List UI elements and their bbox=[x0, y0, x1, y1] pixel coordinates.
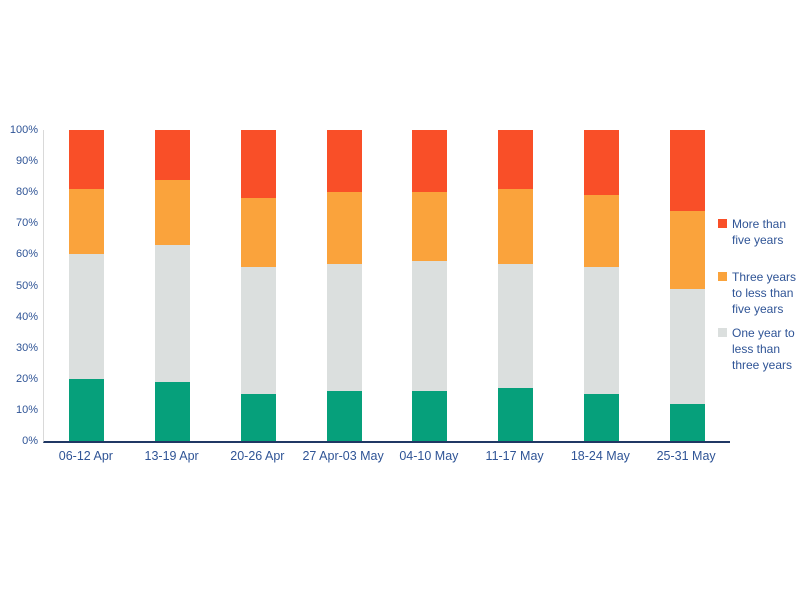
legend-label-line: five years bbox=[732, 233, 784, 247]
x-tick-label: 18-24 May bbox=[570, 449, 630, 463]
legend-swatch-icon bbox=[718, 272, 727, 281]
x-tick-label: 11-17 May bbox=[485, 449, 544, 463]
legend-item: One year to less than three years bbox=[718, 325, 795, 373]
x-axis: 06-12 Apr 13-19 Apr 20-26 Apr 27 Apr-03 May… bbox=[43, 449, 729, 463]
stacked-bar-5 bbox=[412, 130, 448, 441]
y-tick-label: 80% bbox=[15, 186, 38, 199]
y-tick-label: 20% bbox=[15, 372, 38, 385]
y-tick-label: 10% bbox=[15, 403, 38, 416]
bar-segment-green-bottom-segment bbox=[498, 388, 534, 441]
plot-area bbox=[43, 130, 730, 443]
bar-segment-green-bottom-segment bbox=[155, 381, 191, 441]
bar-segment-one-year-to-less-than-three-years bbox=[583, 266, 619, 395]
x-tick-label: 25-31 May bbox=[656, 449, 716, 463]
bar-segment-green-bottom-segment bbox=[69, 378, 105, 441]
legend-label-line: less than bbox=[732, 342, 781, 356]
y-axis: 0% 10% 20% 30% 40% 50% 60% 70% 80% 90% 100% bbox=[0, 0, 38, 600]
bar-slot bbox=[644, 130, 730, 441]
legend-item: More than five years bbox=[718, 216, 786, 248]
bar-segment-one-year-to-less-than-three-years bbox=[69, 254, 105, 379]
legend-label: Three years to less than five years bbox=[732, 269, 796, 317]
bar-segment-three-years-to-less-than-five-years bbox=[69, 189, 105, 255]
bar-segment-more-than-five-years bbox=[240, 130, 276, 199]
y-tick-label: 0% bbox=[22, 435, 38, 447]
bar-segment-more-than-five-years bbox=[326, 130, 362, 193]
stacked-bar-8 bbox=[669, 130, 705, 441]
stacked-bar-3 bbox=[240, 130, 276, 441]
bar-segment-three-years-to-less-than-five-years bbox=[669, 210, 705, 289]
legend-label-line: One year to bbox=[732, 326, 795, 340]
bar-segment-more-than-five-years bbox=[669, 130, 705, 211]
y-tick-label: 50% bbox=[15, 279, 38, 292]
legend-label: One year to less than three years bbox=[732, 325, 795, 373]
x-tick-label: 27 Apr-03 May bbox=[302, 449, 384, 463]
legend-label-line: three years bbox=[732, 358, 793, 372]
legend-label-line: More than bbox=[732, 217, 787, 231]
x-tick-label: 13-19 Apr bbox=[144, 449, 199, 463]
x-tick-label: 20-26 Apr bbox=[230, 449, 285, 463]
bar-segment-one-year-to-less-than-three-years bbox=[240, 266, 276, 395]
bar-segment-one-year-to-less-than-three-years bbox=[326, 263, 362, 392]
bar-slot bbox=[559, 130, 645, 441]
bar-segment-more-than-five-years bbox=[498, 130, 534, 190]
bar-segment-three-years-to-less-than-five-years bbox=[412, 192, 448, 261]
y-tick-label: 100% bbox=[9, 124, 38, 136]
bar-segment-one-year-to-less-than-three-years bbox=[412, 260, 448, 392]
bar-slot bbox=[44, 130, 130, 441]
y-tick-label: 30% bbox=[15, 341, 38, 354]
bar-segment-three-years-to-less-than-five-years bbox=[498, 189, 534, 264]
bar-slot bbox=[130, 130, 216, 441]
bars-row bbox=[44, 130, 730, 441]
bar-slot bbox=[387, 130, 473, 441]
y-tick-label: 40% bbox=[15, 310, 38, 323]
bar-segment-green-bottom-segment bbox=[669, 403, 705, 441]
bar-segment-three-years-to-less-than-five-years bbox=[326, 192, 362, 264]
bar-segment-one-year-to-less-than-three-years bbox=[498, 263, 534, 389]
bar-segment-green-bottom-segment bbox=[412, 391, 448, 441]
bar-segment-more-than-five-years bbox=[155, 130, 191, 180]
stacked-bar-6 bbox=[498, 130, 534, 441]
bar-segment-green-bottom-segment bbox=[583, 394, 619, 441]
bar-slot bbox=[301, 130, 387, 441]
legend-item: Three years to less than five years bbox=[718, 269, 796, 317]
bar-segment-three-years-to-less-than-five-years bbox=[583, 195, 619, 267]
y-tick-label: 60% bbox=[15, 248, 38, 261]
x-tick-label: 06-12 Apr bbox=[58, 449, 113, 463]
legend-label-line: to less than bbox=[732, 286, 794, 300]
legend-label-line: five years bbox=[732, 302, 784, 316]
bar-segment-one-year-to-less-than-three-years bbox=[155, 245, 191, 382]
bar-segment-three-years-to-less-than-five-years bbox=[155, 179, 191, 246]
bar-segment-green-bottom-segment bbox=[240, 394, 276, 441]
legend-swatch-icon bbox=[718, 219, 727, 228]
stacked-bar-2 bbox=[155, 130, 191, 441]
bar-segment-more-than-five-years bbox=[69, 130, 105, 190]
y-tick-label: 90% bbox=[15, 155, 38, 168]
bar-slot bbox=[216, 130, 302, 441]
bar-segment-three-years-to-less-than-five-years bbox=[240, 198, 276, 267]
legend-label: More than five years bbox=[732, 216, 786, 248]
bar-segment-more-than-five-years bbox=[412, 130, 448, 193]
legend-swatch-icon bbox=[718, 328, 727, 337]
y-tick-label: 70% bbox=[15, 217, 38, 230]
bar-segment-more-than-five-years bbox=[583, 130, 619, 196]
stacked-bar-7 bbox=[583, 130, 619, 441]
stacked-bar-4 bbox=[326, 130, 362, 441]
x-tick-label: 04-10 May bbox=[399, 449, 459, 463]
bar-segment-green-bottom-segment bbox=[326, 391, 362, 441]
legend-label-line: Three years bbox=[732, 270, 797, 284]
bar-segment-one-year-to-less-than-three-years bbox=[669, 288, 705, 404]
bar-slot bbox=[473, 130, 559, 441]
stacked-bar-1 bbox=[69, 130, 105, 441]
